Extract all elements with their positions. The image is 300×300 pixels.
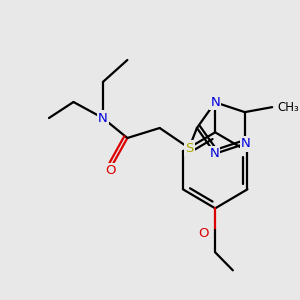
Text: O: O: [106, 164, 116, 178]
Text: O: O: [198, 227, 209, 240]
Text: N: N: [241, 137, 250, 150]
Text: N: N: [210, 96, 220, 109]
Text: S: S: [185, 142, 193, 154]
Text: N: N: [98, 112, 108, 124]
Text: CH₃: CH₃: [277, 100, 299, 114]
Text: N: N: [209, 147, 219, 160]
